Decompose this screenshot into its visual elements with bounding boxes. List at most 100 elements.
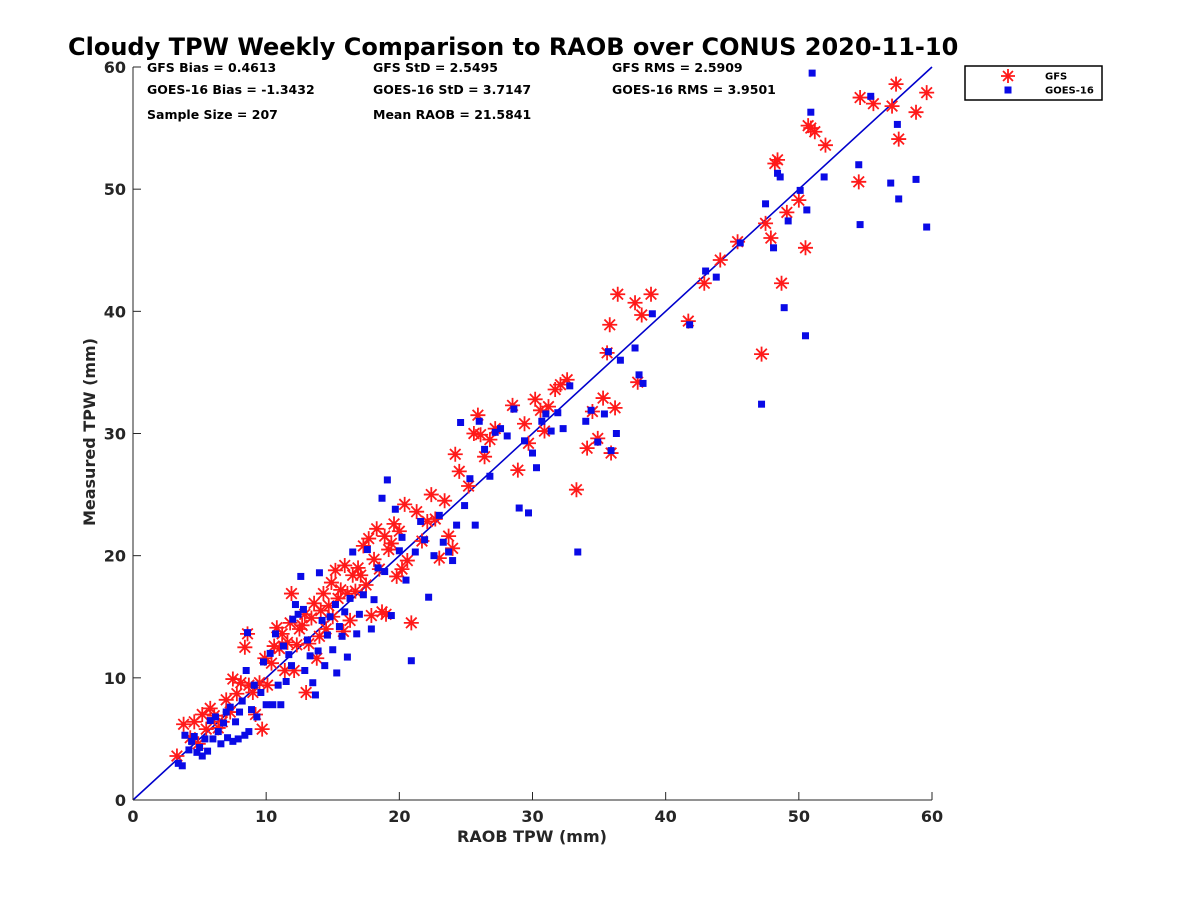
goes-16-point [174,759,182,767]
goes-16-point [461,502,469,510]
legend-goes-16-marker [1004,86,1012,94]
gfs-point [309,650,325,666]
goes-16-point [887,179,895,187]
gfs-point [313,603,329,619]
legend-box [964,65,1103,101]
gfs-point [182,730,198,746]
gfs-point [852,90,868,106]
goes-16-point [311,691,319,699]
goes-16-point [257,688,265,696]
gfs-point [327,562,343,578]
gfs-point [602,317,618,333]
gfs-point [590,430,606,446]
goes-16-point [262,701,270,709]
goes-16-point [784,217,792,225]
gfs-point [427,511,443,527]
gfs-point [377,528,393,544]
gfs-point [595,390,611,406]
goes-16-point [314,647,322,655]
x-tick-label: 10 [255,807,277,826]
gfs-point [257,650,273,666]
stat-text: GOES-16 RMS = 3.9501 [612,82,776,97]
goes-16-point [529,449,536,457]
goes-16-point [466,475,474,483]
gfs-point [791,192,807,208]
x-tick-label: 60 [921,807,943,826]
goes-16-point [391,505,399,513]
stat-text: GFS Bias = 0.4613 [147,60,276,75]
goes-16-point [445,548,453,556]
goes-16-point [702,267,710,275]
gfs-point [355,538,371,554]
goes-16-point [242,667,250,675]
goes-16-point [712,273,720,281]
gfs-point [269,620,285,636]
gfs-point [194,706,210,722]
goes-16-point [301,667,309,675]
gfs-point [532,402,548,418]
gfs-point [568,482,584,498]
gfs-point [394,561,410,577]
goes-16-point [486,472,494,480]
gfs-point [210,720,226,736]
goes-16-point [582,417,590,425]
gfs-point [770,152,786,168]
gfs-point [245,684,261,700]
goes-16-point [370,596,378,604]
gfs-point [186,714,202,730]
gfs-point [202,700,218,716]
goes-16-point [856,221,864,229]
gfs-point [797,240,813,256]
legend: GFS GOES-16 [964,65,1103,101]
goes-16-point [209,735,217,743]
gfs-point [851,174,867,190]
goes-16-point [241,731,249,739]
gfs-point [283,586,299,602]
goes-16-point [538,417,546,425]
goes-16-point [895,195,903,203]
gfs-point [342,612,358,628]
goes-16-point [554,409,562,417]
goes-16-point [287,662,295,670]
goes-16-point [338,632,346,640]
goes-16-point [378,494,386,502]
goes-16-point [309,679,317,687]
gfs-point [389,568,405,584]
stat-text: GFS StD = 2.5495 [373,60,498,75]
goes-16-point [234,735,242,743]
series-layer [169,69,935,770]
y-axis-label: Measured TPW (mm) [80,338,99,526]
gfs-point [335,623,351,639]
goes-16-point [471,521,479,529]
gfs-point [712,252,728,268]
goes-16-point [515,504,523,512]
goes-16-point [481,445,489,453]
gfs-point [437,493,453,509]
gfs-point [521,435,537,451]
gfs-point [237,639,253,655]
gfs-point [386,516,402,532]
goes-16-point [188,737,196,745]
y-tick-label: 50 [104,180,126,199]
y-tick-label: 40 [104,302,126,321]
gfs-point [286,663,302,679]
legend-label: GFS [1045,72,1067,83]
goes-16-point [206,717,214,725]
goes-16-point [542,410,550,418]
goes-16-point [238,697,246,705]
gfs-point [447,446,463,462]
gfs-point [301,636,317,652]
gfs-point [527,391,543,407]
goes-16-point [808,69,816,77]
x-tick-label: 20 [388,807,410,826]
goes-16-point [435,511,443,519]
goes-16-point [425,593,433,601]
goes-16-point [367,625,375,633]
gfs-point [294,617,310,633]
goes-16-point [780,304,788,312]
gfs-point [274,626,290,642]
gfs-point [397,496,413,512]
gfs-point [383,535,399,551]
goes-16-point [335,623,343,631]
goes-16-point [635,371,643,379]
